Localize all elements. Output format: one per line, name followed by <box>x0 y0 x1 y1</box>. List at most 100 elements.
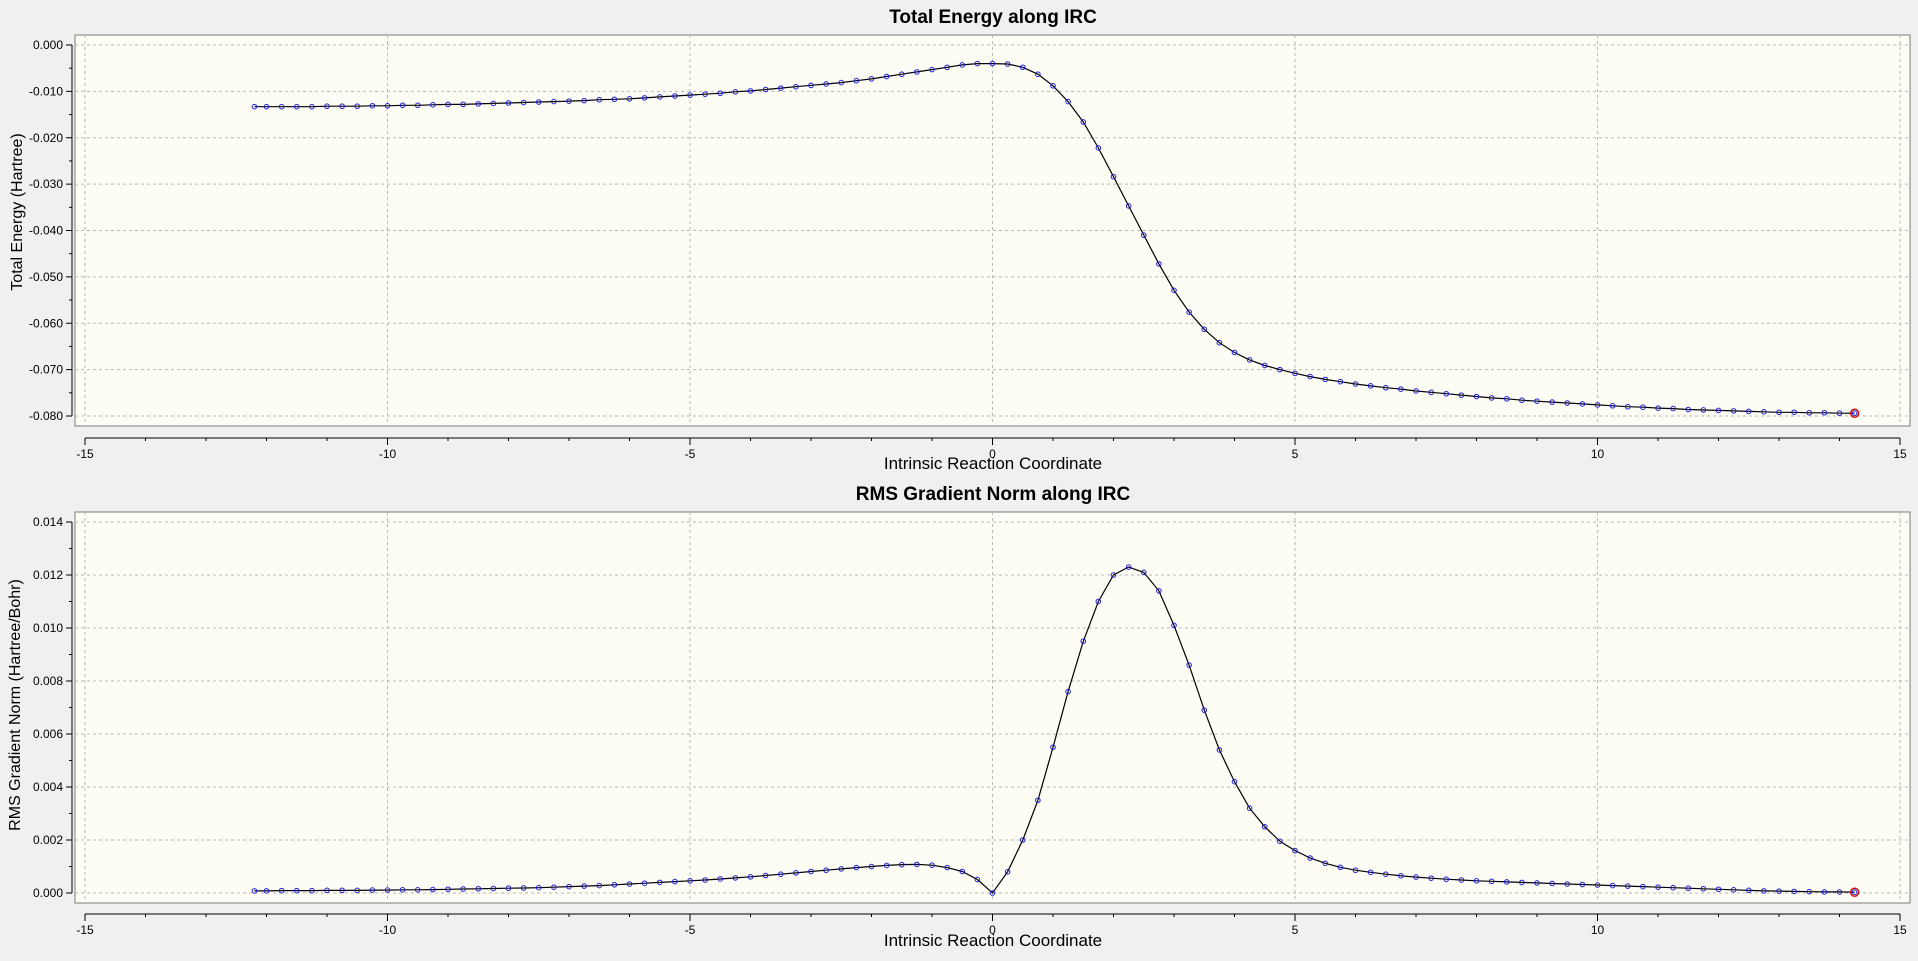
data-point <box>339 887 345 894</box>
data-point <box>1277 366 1283 373</box>
y-tick-label: 0.008 <box>33 674 63 688</box>
data-point <box>1337 378 1344 385</box>
data-point <box>1080 119 1087 125</box>
data-point <box>430 886 436 893</box>
data-point <box>1261 362 1268 369</box>
data-point <box>974 60 981 67</box>
data-point <box>1065 688 1071 695</box>
data-point <box>1277 838 1283 845</box>
data-point <box>898 71 905 78</box>
data-point <box>1216 747 1223 753</box>
y-tick-label: 0.014 <box>33 515 63 529</box>
data-point <box>1080 638 1087 645</box>
data-point <box>1685 406 1692 413</box>
data-point <box>898 861 905 868</box>
data-point <box>1095 598 1102 605</box>
data-point <box>1609 402 1616 409</box>
data-point <box>1458 877 1465 883</box>
data-point <box>868 76 875 82</box>
data-point <box>1171 287 1177 294</box>
data-point <box>1367 869 1374 876</box>
x-axis-label: Intrinsic Reaction Coordinate <box>884 454 1102 473</box>
data-point <box>944 64 950 71</box>
data-point <box>1428 875 1434 881</box>
data-point <box>505 100 512 106</box>
data-point <box>1700 407 1707 413</box>
x-tick-label: -15 <box>76 447 94 461</box>
data-point <box>460 886 466 892</box>
data-point <box>309 103 315 110</box>
x-tick-label: -10 <box>379 923 397 937</box>
data-point <box>914 69 920 75</box>
series-line <box>254 62 1855 414</box>
data-point <box>762 86 769 93</box>
data-point <box>1443 390 1450 397</box>
data-point <box>414 102 421 109</box>
data-point <box>853 77 860 84</box>
data-point <box>581 97 587 104</box>
x-tick-label: 15 <box>1893 923 1907 937</box>
data-point <box>1519 879 1525 886</box>
x-tick-label: -10 <box>379 447 397 461</box>
series-line <box>254 566 1855 894</box>
data-point <box>1488 878 1495 885</box>
data-point <box>808 868 814 875</box>
data-point <box>1534 880 1540 886</box>
data-point <box>1382 871 1389 877</box>
y-axis-label: Total Energy (Hartree) <box>9 133 26 290</box>
data-point <box>505 885 512 892</box>
data-point <box>656 879 663 886</box>
data-point <box>596 882 603 889</box>
data-point <box>1730 887 1737 893</box>
data-point <box>611 881 618 888</box>
data-point <box>1594 402 1601 408</box>
data-point <box>1791 888 1797 895</box>
data-point <box>1836 410 1843 417</box>
y-tick-label: 0.002 <box>33 833 63 847</box>
data-point <box>989 60 996 67</box>
data-point <box>490 885 497 892</box>
data-point <box>369 887 376 893</box>
data-point <box>929 66 935 73</box>
data-point <box>656 94 663 100</box>
x-tick-label: 15 <box>1893 447 1907 461</box>
data-point <box>293 103 300 110</box>
data-point <box>626 881 633 887</box>
data-point <box>793 83 799 90</box>
y-tick-label: 0.000 <box>33 38 63 52</box>
data-point <box>1352 867 1359 874</box>
y-tick-label: 0.010 <box>33 621 63 635</box>
data-point <box>1503 879 1510 885</box>
data-point <box>853 864 860 871</box>
data-point <box>1776 409 1782 416</box>
data-point <box>1791 409 1797 416</box>
y-tick-label: 0.012 <box>33 568 63 582</box>
data-point <box>1186 662 1192 668</box>
data-point <box>1655 405 1661 411</box>
y-tick-label: -0.070 <box>29 363 63 377</box>
data-point <box>1050 744 1056 751</box>
data-point <box>1715 407 1722 414</box>
data-point <box>1035 797 1041 804</box>
data-point <box>1579 401 1586 407</box>
data-point <box>384 102 391 109</box>
data-point <box>1564 881 1571 887</box>
data-point <box>641 880 648 886</box>
data-point <box>883 862 890 869</box>
data-point <box>1851 889 1858 896</box>
data-point <box>1322 860 1329 867</box>
data-point <box>251 888 258 894</box>
data-point <box>566 883 572 890</box>
y-tick-label: -0.040 <box>29 224 63 238</box>
data-point <box>1050 83 1056 89</box>
x-tick-label: -15 <box>76 923 94 937</box>
data-point <box>1095 145 1102 151</box>
rms-gradient-chart: RMS Gradient Norm along IRC Intrinsic Re… <box>7 484 1911 950</box>
data-point <box>1488 395 1495 401</box>
data-point <box>1685 885 1692 892</box>
y-tick-label: -0.050 <box>29 270 63 284</box>
data-point <box>596 96 603 103</box>
data-point <box>430 102 436 108</box>
x-tick-label: 10 <box>1591 447 1605 461</box>
